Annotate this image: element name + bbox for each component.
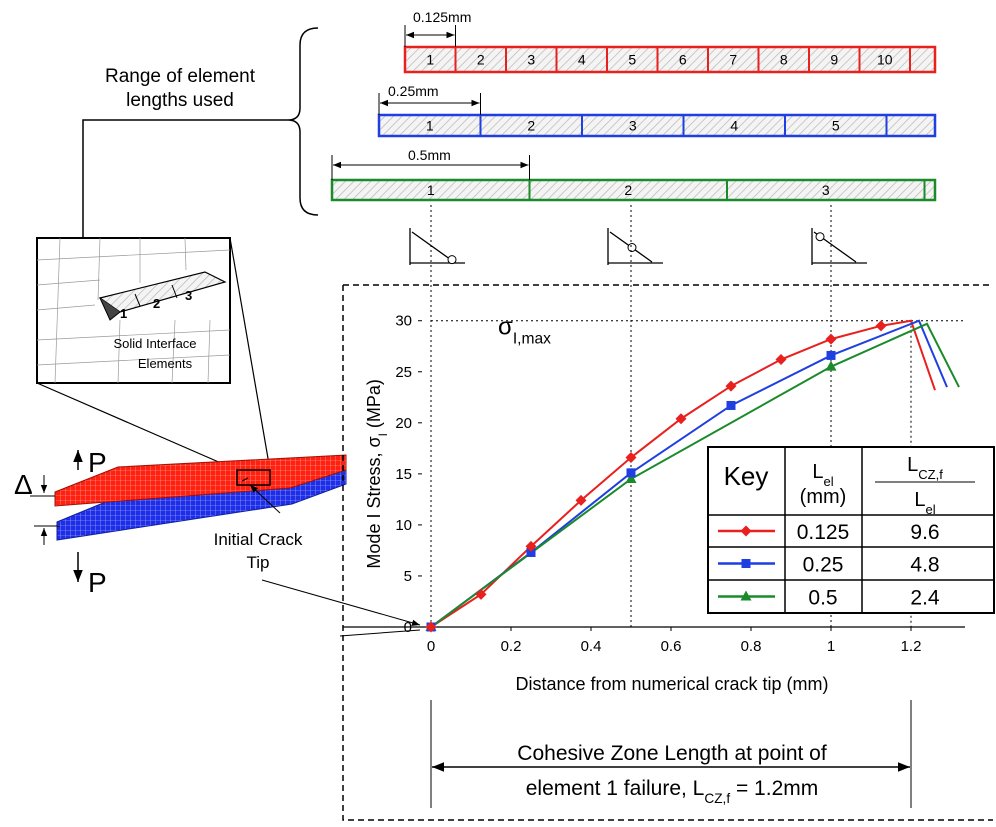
cz-note: element 1 failure, LCZ,f = 1.2mm [526, 777, 819, 806]
key-title: Key [724, 461, 769, 491]
x-tick-label: 0.8 [741, 638, 762, 655]
max-stress-label-part: σ [498, 314, 513, 341]
cz-note-part: = 1.2mm [730, 777, 818, 800]
marker [876, 320, 887, 331]
key-header-part: L [812, 461, 823, 483]
x-tick-label: 0.6 [661, 638, 682, 655]
key-cell: 9.6 [910, 521, 939, 544]
max-stress-label: σI,max [498, 314, 551, 348]
element-number: 3 [822, 182, 830, 198]
key-cell: 2.4 [910, 587, 940, 610]
element-number: 2 [527, 118, 535, 134]
y-tick-label: 15 [395, 466, 412, 483]
cz-note: Cohesive Zone Length at point of [517, 742, 827, 765]
x-tick-label: 0 [427, 638, 435, 655]
delta-label: Δ [14, 469, 33, 500]
element-number: 6 [679, 52, 687, 68]
element-number: 1 [426, 118, 434, 134]
figure: Range of element lengths used 1 2 3 Soli… [0, 0, 996, 827]
element-number: 2 [624, 182, 632, 198]
brace [288, 28, 318, 215]
inset-caption: Solid Interface [113, 336, 196, 351]
key-cell: 4.8 [910, 554, 939, 577]
crack-label: Initial Crack [214, 530, 303, 549]
inset [37, 238, 230, 383]
element-number: 1 [427, 182, 435, 198]
x-axis-label: Distance from numerical crack tip (mm) [515, 674, 828, 694]
y-axis-label-part: Mode I Stress, σ [364, 436, 384, 568]
element-number: 8 [780, 52, 788, 68]
x-tick-label: 0.2 [501, 638, 522, 655]
dim-label: 0.5mm [408, 147, 451, 163]
element-bar [332, 180, 935, 200]
y-tick-label: 5 [404, 568, 412, 585]
key-cell: 0.125 [797, 521, 850, 544]
y-axis-label-part: (MPa) [364, 379, 384, 433]
marker [826, 334, 837, 345]
key-header-part: L [907, 454, 918, 476]
range-label: Range of element [105, 66, 256, 87]
dim-label: 0.125mm [413, 9, 471, 25]
marker [726, 381, 737, 392]
range-label: lengths used [126, 90, 234, 111]
dim-label: 0.25mm [388, 83, 439, 99]
traction-point [448, 256, 456, 264]
element-number: 1 [426, 52, 434, 68]
y-axis-label: Mode I Stress, σI (MPa) [364, 379, 390, 568]
x-tick-label: 1.2 [901, 638, 922, 655]
key-cell: 0.25 [803, 554, 844, 577]
y-tick-label: 0 [404, 619, 412, 636]
inset-cell: 2 [153, 296, 160, 311]
key-header-part: el [926, 502, 936, 517]
inset-cell: 1 [120, 306, 127, 321]
key-cell: 0.5 [808, 587, 837, 610]
marker [627, 468, 636, 477]
key-header-part: CZ,f [918, 467, 943, 482]
key-header-part: L [914, 489, 925, 511]
marker [776, 354, 787, 365]
traction-point [628, 244, 636, 252]
cz-note-part: element 1 failure, L [526, 777, 705, 800]
element-number: 5 [628, 52, 636, 68]
marker [827, 351, 836, 360]
marker [727, 401, 736, 410]
x-tick-label: 0.4 [581, 638, 602, 655]
element-bar [379, 115, 935, 136]
load-label: P [88, 447, 107, 478]
element-number: 10 [877, 52, 893, 68]
element-number: 3 [629, 118, 637, 134]
y-tick-label: 30 [395, 313, 412, 330]
inset-caption: Elements [138, 356, 193, 371]
marker [742, 559, 751, 568]
key-header: (mm) [800, 486, 847, 508]
y-tick-label: 20 [395, 415, 412, 432]
traction-point [816, 233, 824, 241]
load-label: P [88, 567, 107, 598]
traction-icon [410, 228, 465, 265]
element-number: 2 [477, 52, 485, 68]
crack-label: Tip [247, 553, 270, 572]
element-number: 7 [729, 52, 737, 68]
element-number: 3 [527, 52, 535, 68]
cz-note-part: CZ,f [704, 791, 730, 806]
inset-cell: 3 [185, 288, 192, 303]
x-tick-label: 1 [827, 638, 835, 655]
max-stress-label-part: I,max [513, 330, 551, 347]
element-number: 9 [830, 52, 838, 68]
element-number: 5 [832, 118, 840, 134]
y-tick-label: 25 [395, 364, 412, 381]
y-tick-label: 10 [395, 517, 412, 534]
element-number: 4 [730, 118, 738, 134]
element-number: 4 [578, 52, 586, 68]
